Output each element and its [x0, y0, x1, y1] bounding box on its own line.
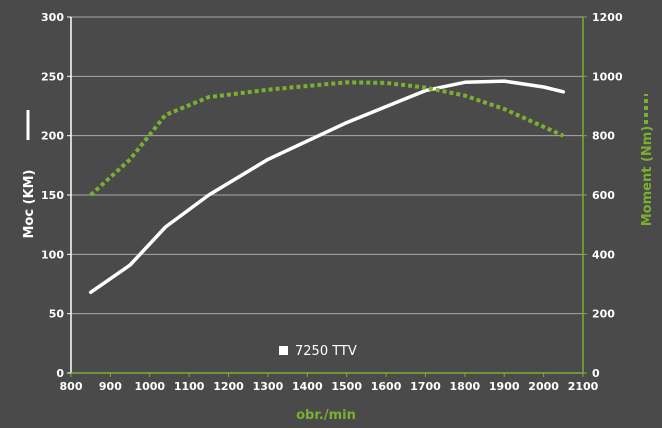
- y-left-tick-labels: 0 50 100 150 200 250 300: [41, 11, 71, 380]
- y-right-tick-label: 600: [592, 189, 615, 202]
- y-left-tick-label: 300: [41, 11, 64, 24]
- y-left-tick-label: 100: [41, 248, 64, 261]
- y-left-tick-label: 250: [41, 70, 64, 83]
- y-right-tick-label: 400: [592, 248, 615, 261]
- y-left-tick-label: 150: [41, 189, 64, 202]
- torque-curve: [89, 80, 565, 197]
- y-right-tick-label: 1000: [592, 70, 623, 83]
- x-tick-label: 1100: [174, 380, 205, 393]
- x-tick-label: 2000: [528, 380, 559, 393]
- y-left-axis-title: Moc (KM): [22, 170, 37, 239]
- x-tick-label: 1200: [213, 380, 244, 393]
- x-tick-label: 2100: [568, 380, 599, 393]
- x-tick-label: 1500: [331, 380, 362, 393]
- x-tick-label: 1000: [134, 380, 165, 393]
- y-right-tick-labels: 0 200 400 600 800 1000 1200: [583, 11, 623, 380]
- x-axis-title: obr./min: [296, 408, 356, 423]
- y-left-axis-title-group: Moc (KM): [22, 110, 37, 239]
- y-left-tick-label: 50: [49, 308, 65, 321]
- x-tick-label: 1900: [489, 380, 520, 393]
- y-right-axis-title: Moment (Nm): [640, 126, 655, 227]
- curves: [88, 79, 566, 295]
- y-right-axis-title-group: Moment (Nm): [640, 94, 655, 226]
- x-tick-label: 800: [60, 380, 83, 393]
- y-right-tick-label: 0: [592, 367, 600, 380]
- y-right-tick-label: 200: [592, 308, 615, 321]
- x-tick-labels: 800 900 1000 1100 1200 1300 1400 1500 1600 1700 18…: [60, 373, 599, 393]
- power-curve: [88, 79, 566, 295]
- x-tick-label: 900: [99, 380, 122, 393]
- x-tick-label: 1800: [450, 380, 481, 393]
- grid: [71, 16, 583, 315]
- y-right-tick-label: 800: [592, 130, 615, 143]
- y-left-tick-label: 0: [56, 367, 64, 380]
- y-left-tick-label: 200: [41, 130, 64, 143]
- x-tick-label: 1300: [253, 380, 284, 393]
- y-right-tick-label: 1200: [592, 11, 623, 24]
- legend: 7250 TTV: [279, 344, 357, 359]
- x-tick-label: 1700: [410, 380, 441, 393]
- x-tick-label: 1600: [371, 380, 402, 393]
- legend-marker: [279, 346, 288, 355]
- legend-label: 7250 TTV: [295, 344, 357, 359]
- x-tick-label: 1400: [292, 380, 323, 393]
